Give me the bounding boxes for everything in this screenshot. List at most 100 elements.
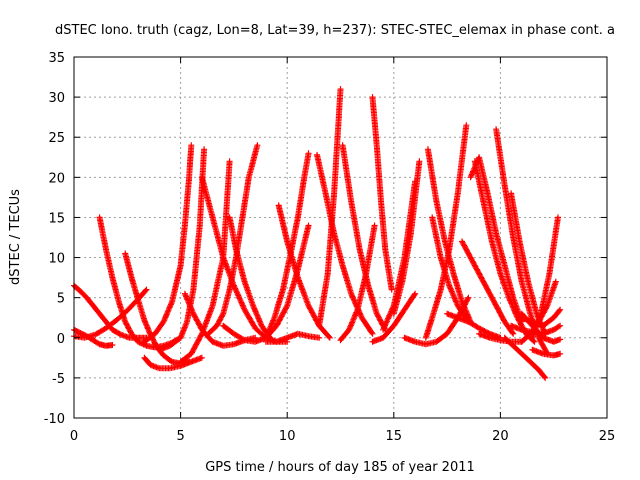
plus-marker-run [209,214,226,259]
x-tick-label: 20 [492,429,509,444]
plus-marker-run [103,318,119,332]
plus-marker-run [190,224,203,293]
plus-marker-run [450,270,465,304]
plus-marker-run [294,175,307,221]
plus-marker-run [169,264,184,305]
plus-marker-run [177,351,194,365]
plus-marker-run [508,190,523,243]
plus-marker-run [230,330,247,343]
plus-marker-run [220,254,237,288]
y-axis-label: dSTEC / TECUs [8,189,23,285]
plus-marker-run [550,350,564,359]
plus-marker-run [331,86,344,197]
plus-marker-run [401,290,419,313]
plus-marker-run [115,298,128,324]
plus-marker-run [160,352,174,364]
plus-marker-run [527,358,541,372]
x-tick-label: 25 [599,429,616,444]
plus-marker-run [262,316,277,341]
plus-marker-run [152,319,166,337]
plus-marker-run [358,314,376,337]
plus-marker-run [476,154,491,195]
plus-marker-run [188,354,205,365]
plus-marker-run [505,294,520,320]
data-series [508,322,564,337]
plus-marker-run [382,246,395,293]
data-series [339,142,389,333]
plus-marker-run [373,142,384,203]
data-series [508,190,549,337]
y-tick-label: -10 [44,412,65,427]
plus-marker-run [501,262,516,300]
plus-marker-run [128,274,141,301]
plot-frame [73,56,608,419]
plus-marker-run [459,238,473,260]
plus-marker-run [348,198,363,251]
data-series [369,290,419,345]
plus-marker-run [433,198,448,243]
plus-marker-run [365,282,380,316]
plus-marker-run [181,175,192,229]
plus-marker-run [380,323,396,341]
plus-marker-run [390,307,407,329]
plus-marker-run [177,320,190,341]
data-series [518,306,564,329]
plus-marker-run [124,297,140,314]
plus-marker-run [399,232,414,285]
x-axis-label: GPS time / hours of day 185 of year 2011 [205,460,475,475]
plus-marker-run [476,325,492,337]
plus-marker-run [190,310,205,332]
plus-marker-run [301,150,312,181]
plus-marker-run [369,94,380,147]
data-series [369,94,395,293]
plus-marker-run [141,331,157,345]
data-series [459,238,517,337]
x-tick-label: 5 [176,429,184,444]
plus-marker-run [497,270,512,300]
plus-marker-run [316,272,331,329]
plus-marker-run [471,158,486,203]
data-series [476,330,525,345]
y-tick-label: 30 [48,91,65,106]
plus-marker-run [339,262,354,296]
plus-marker-run [122,250,135,280]
data-series [444,310,504,341]
plus-marker-run [294,274,311,308]
plus-marker-run [356,246,371,288]
plus-marker-run [245,142,261,181]
plus-marker-run [96,310,109,324]
plus-marker-run [501,182,516,239]
data-series [226,214,274,341]
plus-marker-run [92,326,108,338]
plus-marker-run [233,246,248,284]
plus-marker-run [239,175,252,221]
plus-marker-run [535,366,549,381]
plus-marker-run [275,202,290,243]
data-series [424,146,474,325]
y-tick-label: 25 [48,131,65,146]
plus-marker-run [230,282,247,312]
plus-marker-run [109,326,123,337]
plus-marker-run [390,280,405,317]
y-tick-label: 0 [57,332,65,347]
plus-marker-run [442,238,457,276]
y-tick-label: 20 [48,171,65,186]
plus-marker-run [160,300,175,325]
plus-marker-run [537,272,553,317]
plus-marker-run [271,288,286,321]
data-series [529,346,564,359]
plus-marker-run [314,151,329,195]
plus-marker-run [437,254,452,288]
plus-marker-run [103,246,115,280]
x-tick-label: 10 [279,429,296,444]
plus-marker-run [284,238,301,280]
plus-marker-run [550,336,564,345]
plus-marker-run [429,288,444,321]
plus-marker-run [550,322,564,333]
plus-marker-run [476,270,490,292]
axis-ticks: 0 5 10 15 20 25 -10 -5 0 5 10 15 20 25 30 35 [44,51,616,444]
data-series [122,250,193,367]
plus-marker-run [544,278,559,309]
plus-marker-run [241,306,258,330]
